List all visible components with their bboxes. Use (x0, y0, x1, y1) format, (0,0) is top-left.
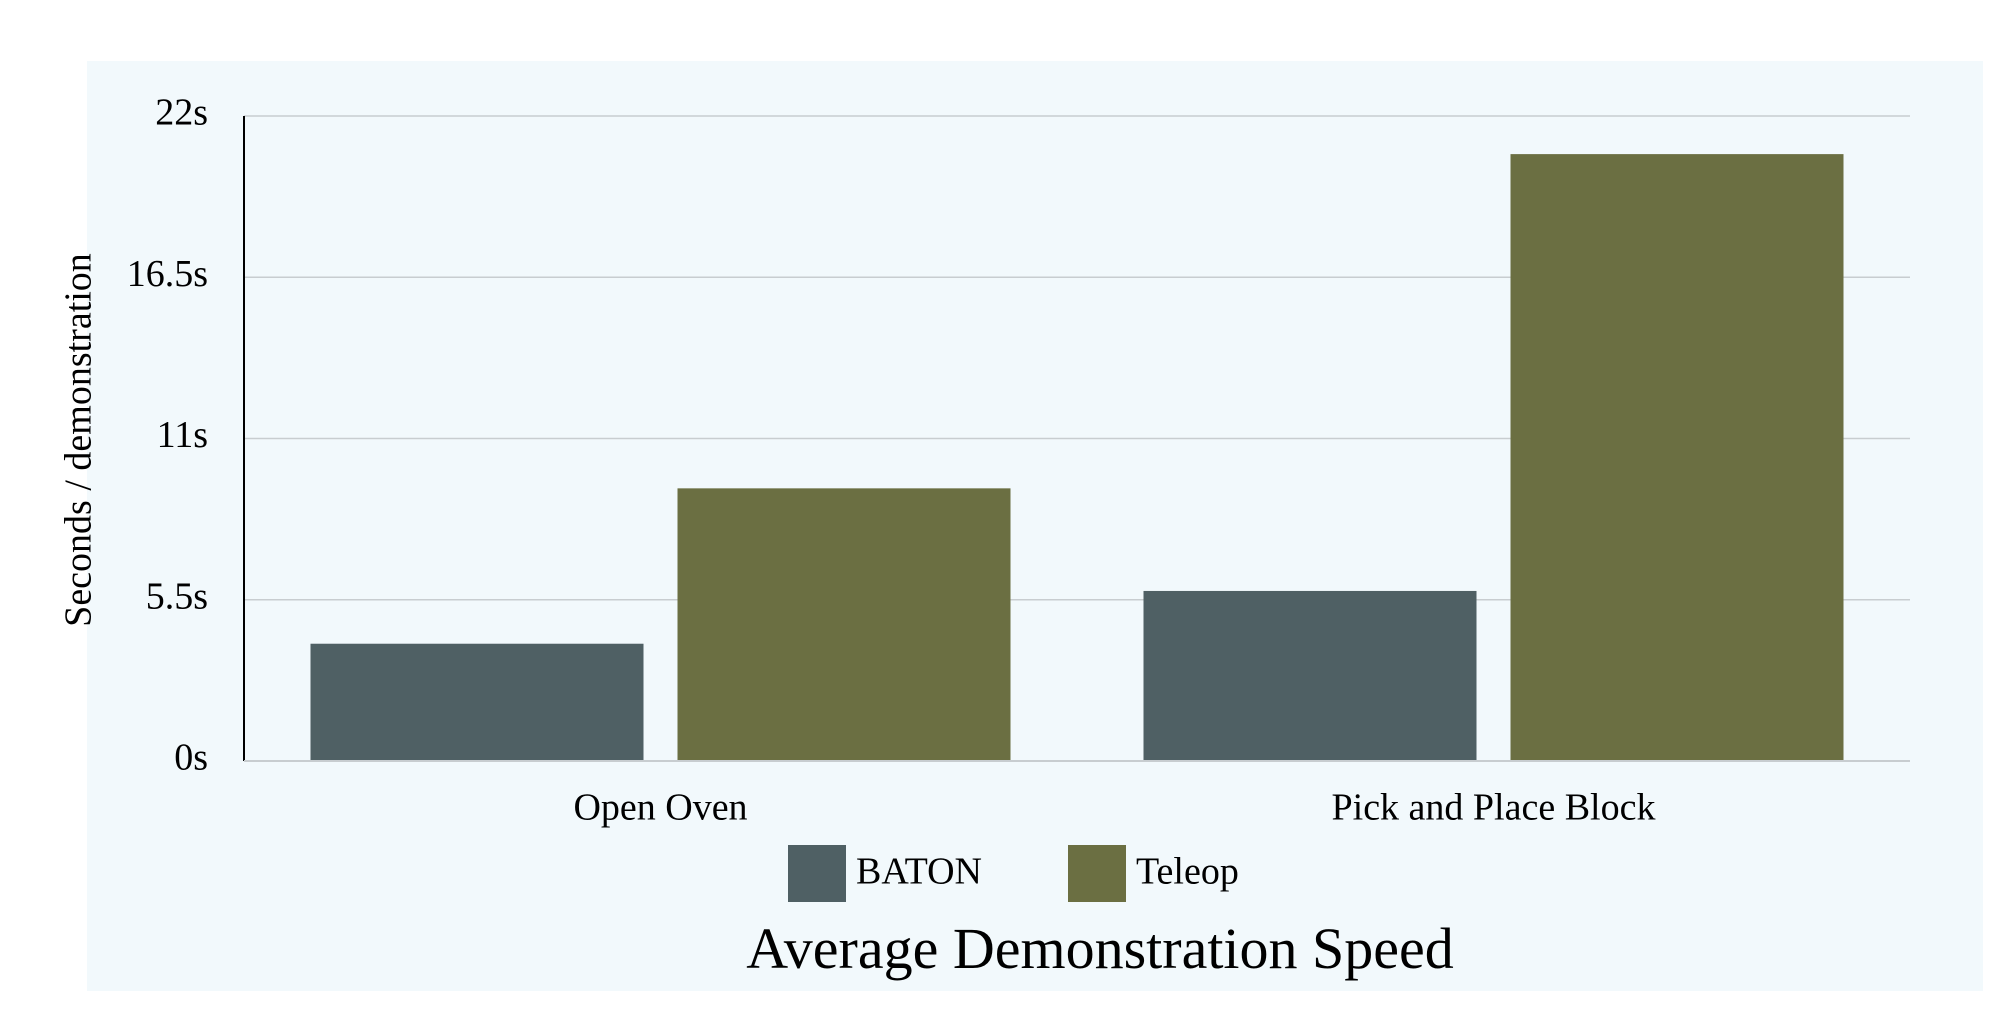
category-labels: Open Oven Pick and Place Block (573, 787, 1655, 829)
y-tick-label: 22s (155, 92, 208, 134)
y-tick-label: 5.5s (146, 575, 208, 617)
x-category-label: Open Oven (573, 787, 747, 829)
chart-title: Average Demonstration Speed (746, 916, 1454, 981)
bars (310, 154, 1844, 761)
bar-teleop-1 (1510, 154, 1844, 761)
axes (243, 116, 1910, 762)
legend-swatch-baton (788, 845, 846, 902)
y-tick-label: 0s (174, 737, 208, 779)
y-tick-label: 16.5s (127, 253, 208, 295)
legend-label-teleop: Teleop (1136, 851, 1239, 893)
legend: BATON Teleop (788, 845, 1239, 902)
y-tick-labels: 0s 5.5s 11s 16.5s 22s (127, 92, 208, 779)
y-tick-label: 11s (157, 414, 208, 456)
y-axis-title: Seconds / demonstration (58, 253, 100, 627)
bar-baton-1 (1143, 590, 1477, 761)
legend-label-baton: BATON (856, 851, 982, 893)
legend-swatch-teleop (1068, 845, 1126, 902)
bar-baton-0 (310, 643, 644, 761)
x-category-label: Pick and Place Block (1332, 787, 1656, 829)
bar-teleop-0 (677, 488, 1011, 761)
